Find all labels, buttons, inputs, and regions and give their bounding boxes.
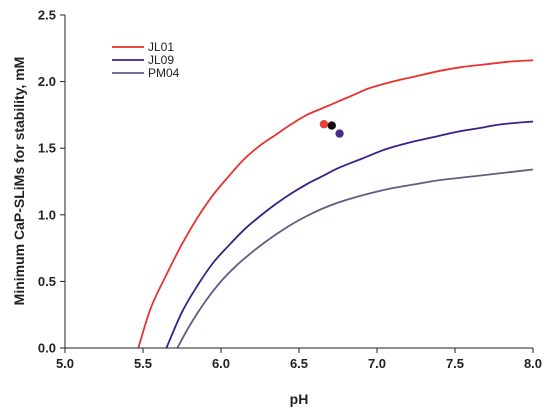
y-tick-label: 0.5 [38,274,56,289]
y-tick-label: 2.5 [38,8,56,23]
x-tick-label: 7.5 [446,356,464,371]
x-tick-label: 5.0 [56,356,74,371]
series-layer [137,59,533,348]
x-tick-label: 8.0 [524,356,542,371]
axes-layer [64,15,533,349]
legend-label: JL09 [148,53,174,67]
data-point [335,129,344,138]
points-layer [319,120,344,138]
data-point [327,121,336,130]
y-tick-label: 1.0 [38,207,56,222]
series-line-jl01 [137,59,533,348]
series-line-pm04 [176,168,533,348]
ticks-layer: 5.0 5.5 6.0 6.5 7.0 7.5 8.0 0.0 0.5 1.0 1.5 2.0 2.5 [38,8,542,372]
x-tick-label: 5.5 [134,356,152,371]
x-tick-label: 6.0 [212,356,230,371]
y-axis-title: Minimum CaP-SLiMs for stability, mM [11,57,27,306]
y-tick-label: 1.5 [38,141,56,156]
series-line-jl09 [165,120,533,348]
legend-label: JL01 [148,40,174,54]
data-point [319,120,329,129]
x-tick-label: 7.0 [368,356,386,371]
y-tick-label: 0.0 [38,341,56,356]
legend-label: PM04 [148,66,180,80]
x-tick-label: 6.5 [290,356,308,371]
x-axis-title: pH [290,391,309,407]
y-tick-label: 2.0 [38,74,56,89]
